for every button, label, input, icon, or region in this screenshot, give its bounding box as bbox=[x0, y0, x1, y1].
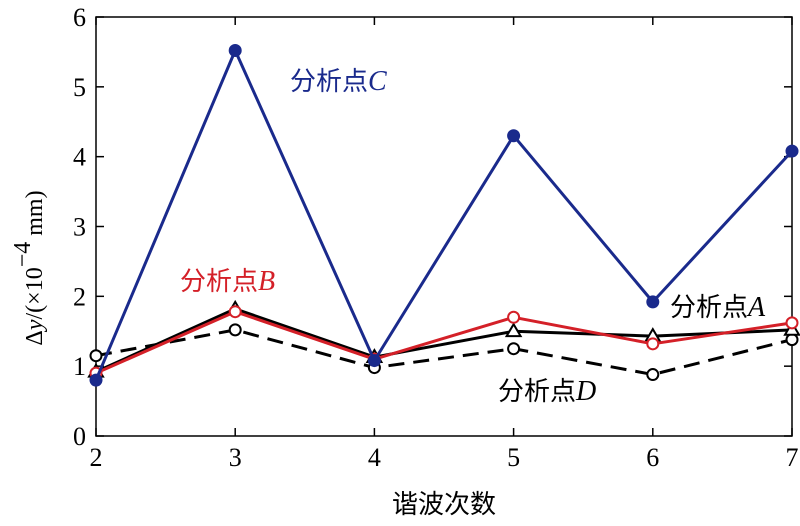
series-C bbox=[89, 44, 799, 387]
data-point-C bbox=[507, 129, 521, 143]
series-label-letter: C bbox=[368, 66, 387, 97]
axes: 2 3 4 5 6 7 0 1 2 3 4 5 6 bbox=[73, 3, 799, 472]
data-point-D bbox=[89, 349, 103, 363]
x-tick-label: 6 bbox=[646, 443, 659, 472]
series-D bbox=[89, 323, 799, 382]
y-axis-title-open: /(×10 bbox=[22, 267, 48, 319]
data-point-D bbox=[646, 368, 660, 382]
series-line-B bbox=[95, 310, 793, 375]
x-tick-label: 7 bbox=[786, 443, 799, 472]
series-label-B: 分析点B bbox=[180, 266, 275, 297]
series-label-letter: B bbox=[258, 266, 275, 297]
data-point-B bbox=[785, 316, 799, 330]
data-point-A bbox=[504, 322, 523, 338]
y-tick-label: 4 bbox=[73, 143, 86, 172]
y-axis-title-unit: mm) bbox=[22, 190, 48, 241]
data-point-C bbox=[228, 44, 242, 58]
series-label-D: 分析点D bbox=[498, 376, 596, 407]
x-axis-title: 谐波次数 bbox=[392, 490, 496, 520]
y-axis-title-var: y bbox=[22, 319, 48, 332]
series-line-C bbox=[94, 49, 794, 381]
series-line-A bbox=[95, 307, 793, 374]
x-tick-label: 2 bbox=[90, 443, 103, 472]
data-point-B bbox=[646, 337, 660, 351]
series-label-A: 分析点A bbox=[670, 292, 766, 323]
y-axis-title: Δy/(×10−4 mm) bbox=[10, 190, 48, 345]
series-label-C: 分析点C bbox=[290, 66, 387, 97]
x-tick-label: 3 bbox=[229, 443, 242, 472]
y-tick-label: 1 bbox=[73, 352, 86, 381]
data-point-C bbox=[367, 354, 381, 368]
series-line-D bbox=[95, 328, 793, 376]
data-point-C bbox=[89, 373, 103, 387]
plot-frame bbox=[95, 16, 793, 437]
data-point-C bbox=[646, 295, 660, 309]
y-tick-label: 2 bbox=[73, 282, 86, 311]
x-tick-label: 4 bbox=[368, 443, 381, 472]
data-point-D bbox=[785, 333, 799, 347]
series-label-letter: A bbox=[746, 292, 766, 323]
data-point-B bbox=[507, 310, 521, 324]
series-label-prefix: 分析点 bbox=[290, 67, 368, 97]
series-label-prefix: 分析点 bbox=[498, 377, 576, 407]
y-tick-label: 3 bbox=[73, 213, 86, 242]
y-axis-title-delta: Δ bbox=[22, 330, 48, 345]
series-label-prefix: 分析点 bbox=[180, 267, 258, 297]
x-tick-label: 5 bbox=[507, 443, 520, 472]
y-tick-label: 6 bbox=[73, 3, 86, 32]
data-point-C bbox=[785, 144, 799, 158]
y-axis-title-exp: −4 bbox=[10, 242, 36, 268]
series-label-prefix: 分析点 bbox=[670, 293, 748, 323]
series-group bbox=[87, 44, 800, 387]
data-point-D bbox=[228, 323, 242, 337]
data-point-D bbox=[507, 342, 521, 356]
data-point-B bbox=[228, 305, 242, 319]
y-tick-label: 5 bbox=[73, 73, 86, 102]
series-label-letter: D bbox=[575, 376, 596, 407]
y-tick-label: 0 bbox=[73, 422, 86, 451]
